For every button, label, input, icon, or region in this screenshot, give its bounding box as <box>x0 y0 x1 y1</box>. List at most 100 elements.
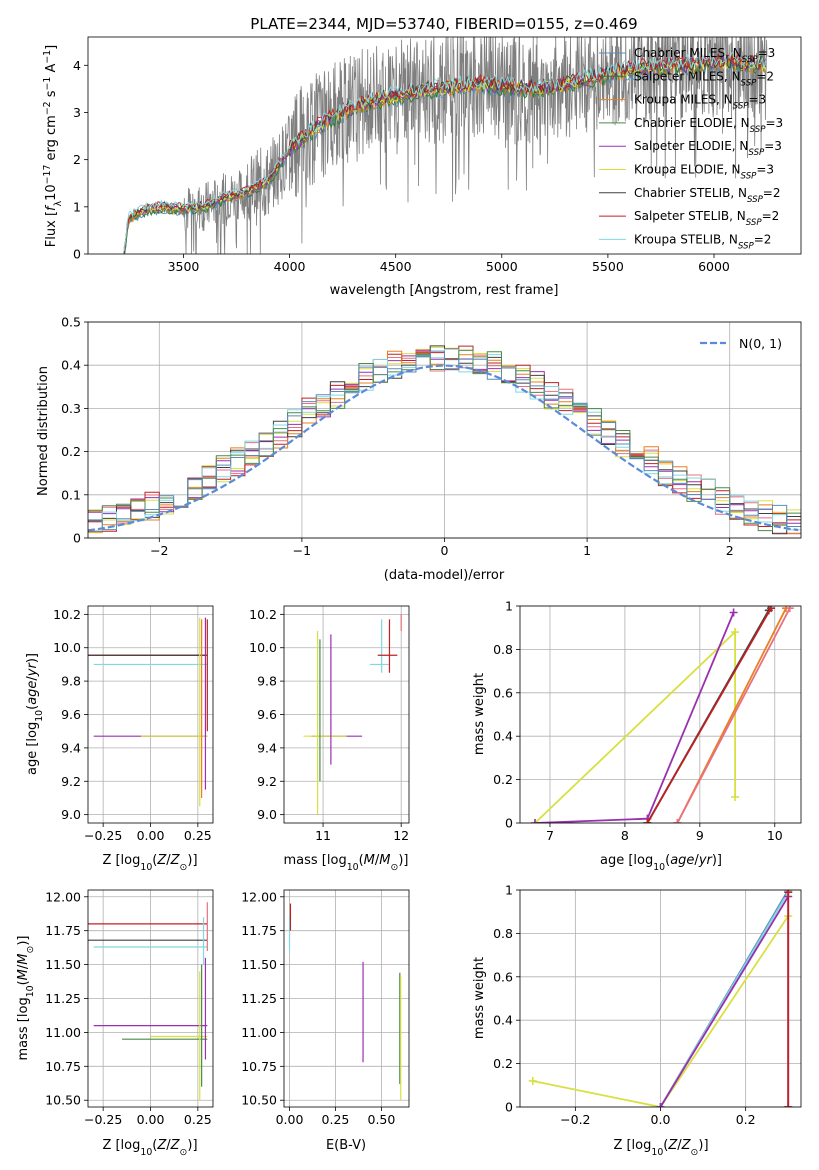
residual-histogram <box>88 346 801 534</box>
label-part: age <box>25 681 40 705</box>
plot-area <box>303 614 402 815</box>
y-tick-label: 10.50 <box>241 1093 277 1108</box>
y-tick-label: 9.4 <box>257 740 277 755</box>
weight-marker <box>731 628 740 637</box>
label-part: Z <box>170 853 181 868</box>
label-part: )] <box>187 853 197 868</box>
weight-marker <box>643 819 652 823</box>
y-tick-label: 10.2 <box>53 607 81 622</box>
label-part: SSP <box>746 218 763 228</box>
label-part: M <box>379 853 390 868</box>
y-tick-label: 11.75 <box>241 923 277 938</box>
x-axis-label: Z [log10(Z/Z⊙)] <box>613 1138 708 1158</box>
label-part: Z <box>667 1138 678 1153</box>
weight-marker <box>784 890 793 897</box>
label-part: =2 <box>756 69 774 83</box>
residual-histogram <box>88 348 801 532</box>
weight-marker <box>673 819 682 823</box>
x-tick-label: −2 <box>150 543 168 558</box>
panel-mass-vs-ebv: 0.00 0.25 0.50 10.50 10.75 11.00 11.25 11.50 11.… <box>241 889 410 1127</box>
x-axis-label: E(B-V) <box>326 1138 366 1153</box>
label-part: ( <box>25 705 40 710</box>
y-tick-label: 1 <box>505 883 513 898</box>
x-tick-label: −0.25 <box>84 828 122 843</box>
y-tick-label: 10.75 <box>45 1059 81 1074</box>
label-part: Chabrier MILES, N <box>634 46 742 60</box>
y-tick-label: 0.6 <box>493 685 513 700</box>
y-tick-label: 9.2 <box>257 774 277 789</box>
label-part: Chabrier STELIB, N <box>634 186 747 200</box>
label-part: =2 <box>754 232 772 246</box>
label-part: )] <box>187 1138 197 1153</box>
label-part: Z <box>681 1138 692 1153</box>
label-part: ⊙ <box>391 862 399 873</box>
label-part: / <box>694 853 699 868</box>
label-part: 10 <box>347 862 359 873</box>
y-tick-label: 0.3 <box>61 401 81 416</box>
legend-label: Salpeter ELODIE, NSSP=3 <box>634 139 782 158</box>
label-part: )] <box>398 853 408 868</box>
y-tick-label: 0.6 <box>493 969 513 984</box>
label-part: Z [log <box>613 1138 651 1153</box>
legend-label: Kroupa STELIB, NSSP=2 <box>634 232 771 251</box>
label-part: yr <box>698 853 714 868</box>
x-tick-label: 10 <box>767 828 783 843</box>
label-part: =2 <box>762 209 780 223</box>
label-part: SSP <box>748 148 765 158</box>
y-axis-label: Flux [fλ10−17 erg cm−2 s−1 A−1] <box>42 45 64 247</box>
label-part: SSP <box>750 125 767 135</box>
label-part: wavelength [Angstrom, rest frame] <box>330 283 559 298</box>
label-part: ( <box>663 1138 668 1153</box>
y-tick-label: 10.0 <box>53 640 81 655</box>
label-part: / <box>375 853 380 868</box>
label-part: SSP <box>742 55 759 65</box>
x-tick-label: 0.25 <box>322 1112 350 1127</box>
y-tick-label: 9.6 <box>61 707 81 722</box>
label-part: =3 <box>758 46 776 60</box>
label-part: M <box>16 969 31 980</box>
residual-histogram <box>88 345 801 535</box>
axes-frame <box>519 605 802 824</box>
label-part: Z [log <box>102 1138 140 1153</box>
label-part: SSP <box>747 195 764 205</box>
label-part: / <box>166 853 171 868</box>
label-part: )] <box>698 1138 708 1153</box>
label-part: Z <box>156 853 167 868</box>
label-part: erg cm <box>44 115 59 164</box>
y-tick-label: 10.75 <box>241 1059 277 1074</box>
y-tick-label: 0.5 <box>61 315 81 330</box>
y-tick-label: 3 <box>73 105 81 120</box>
x-tick-label: 7 <box>546 828 554 843</box>
label-part: )] <box>712 853 722 868</box>
label-part: M <box>16 954 31 965</box>
y-tick-label: 1 <box>505 599 513 614</box>
x-tick-label: 0.50 <box>368 1112 396 1127</box>
x-axis-label: wavelength [Angstrom, rest frame] <box>330 283 559 298</box>
label-part: Z <box>156 1138 167 1153</box>
label-part: mass weight <box>472 673 487 755</box>
x-tick-label: 8 <box>621 828 629 843</box>
figure-title: PLATE=2344, MJD=53740, FIBERID=0155, z=0… <box>250 15 637 33</box>
label-part: ( <box>152 1138 157 1153</box>
label-part: yr <box>25 661 40 677</box>
label-part: Normed distribution <box>36 366 51 496</box>
y-tick-label: 9.8 <box>257 674 277 689</box>
y-tick-label: 11.25 <box>241 991 277 1006</box>
weight-line <box>659 893 790 1107</box>
label-part: Z [log <box>102 853 140 868</box>
x-tick-label: 0.0 <box>651 1112 671 1127</box>
x-axis-label: age [log10(age/yr)] <box>600 853 722 873</box>
x-axis-label: Z [log10(Z/Z⊙)] <box>102 853 197 873</box>
x-axis-label: mass [log10(M/M⊙)] <box>284 853 409 873</box>
label-part: =3 <box>749 93 767 107</box>
y-tick-label: 11.75 <box>45 923 81 938</box>
label-part: / <box>25 676 40 681</box>
y-tick-label: 4 <box>73 58 81 73</box>
x-tick-label: 4500 <box>380 259 412 274</box>
model-spectrum <box>123 51 767 252</box>
label-part: =3 <box>764 139 782 153</box>
x-tick-label: 0.25 <box>184 828 212 843</box>
label-part: Chabrier ELODIE, N <box>634 116 750 130</box>
weight-marker <box>530 819 539 823</box>
legend-label: Chabrier MILES, NSSP=3 <box>634 46 775 65</box>
